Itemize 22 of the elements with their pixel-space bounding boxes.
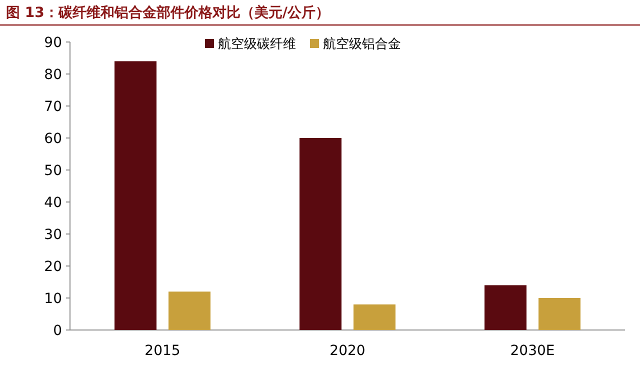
bar [484, 285, 526, 330]
bar [354, 304, 396, 330]
chart-title: 图 13：碳纤维和铝合金部件价格对比（美元/公斤） [6, 4, 330, 21]
bar [538, 298, 580, 330]
bar [300, 138, 342, 330]
y-tick-label: 20 [44, 259, 62, 275]
y-tick-label: 70 [44, 99, 62, 115]
legend-label: 航空级铝合金 [323, 37, 401, 52]
x-tick-label: 2030E [510, 343, 555, 359]
y-tick-label: 90 [44, 35, 62, 51]
x-tick-label: 2015 [144, 343, 180, 359]
y-tick-label: 80 [44, 67, 62, 83]
y-tick-label: 10 [44, 291, 62, 307]
bar [168, 292, 210, 330]
y-tick-label: 30 [44, 227, 62, 243]
legend-label: 航空级碳纤维 [218, 37, 296, 52]
x-tick-label: 2020 [330, 343, 366, 359]
y-tick-label: 50 [44, 163, 62, 179]
bar [114, 61, 156, 330]
y-tick-label: 60 [44, 131, 62, 147]
y-tick-label: 0 [53, 323, 62, 339]
y-tick-label: 40 [44, 195, 62, 211]
